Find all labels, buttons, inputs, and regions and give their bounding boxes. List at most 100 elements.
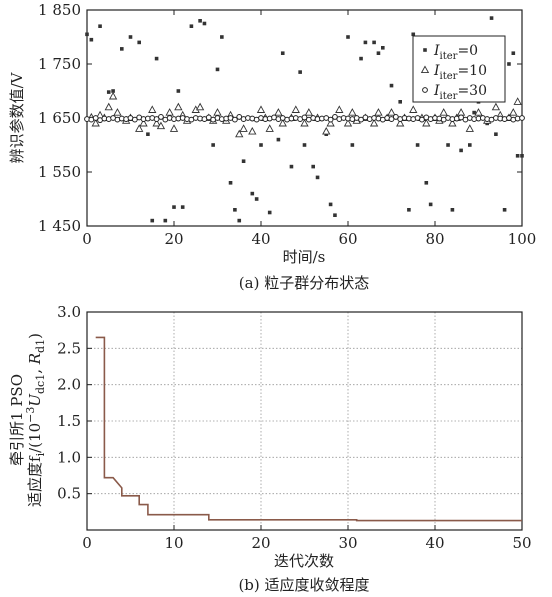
y-axis-b: 3.0 2.5 2.0 1.5 1.0 0.5 — [57, 303, 92, 503]
iter10-point — [91, 118, 100, 127]
legend-marker-triangle — [420, 65, 430, 74]
iter10-point — [248, 126, 257, 135]
iter30-point — [392, 114, 399, 120]
x-tick-label-a: 20 — [164, 230, 183, 248]
iter0-point — [215, 67, 220, 72]
x-axis-b: 0 10 20 30 40 50 — [82, 525, 532, 552]
iter30-point — [332, 114, 338, 120]
y-tick-label-b: 0.5 — [57, 485, 81, 503]
iter0-point — [228, 181, 233, 185]
x-tick-label-b: 20 — [251, 534, 270, 552]
iter30-point — [205, 114, 212, 121]
iter10-point — [439, 108, 448, 116]
iter0-point — [489, 16, 494, 20]
ylabel-b-fsub: i — [34, 452, 47, 456]
iter0-point — [468, 143, 472, 147]
iter0-point — [241, 159, 246, 163]
iter10-point — [474, 108, 483, 116]
iter0-point — [85, 32, 89, 37]
iter10-point — [113, 108, 122, 116]
iter0-point — [98, 24, 102, 28]
iter0-point — [150, 218, 155, 223]
y-tick-label-b: 2.0 — [57, 376, 81, 394]
iter0-point — [472, 110, 476, 115]
ylabel-b-unit-open: /(10 — [26, 423, 44, 453]
iter10-point — [369, 118, 379, 127]
iter0-point — [415, 143, 420, 147]
iter0-point — [363, 40, 368, 45]
iter10-point — [213, 108, 222, 116]
iter10-point — [174, 102, 183, 111]
iter10-point — [335, 105, 344, 113]
iter10-point — [422, 118, 431, 127]
x-tick-label-a: 0 — [82, 230, 92, 248]
caption-a: (a) 粒子群分布状态 — [239, 274, 369, 292]
y-axis-label-a: 辨识参数值/V — [8, 71, 26, 163]
iter0-point — [346, 35, 350, 39]
iter30-point — [153, 116, 160, 122]
iter0-point — [237, 218, 242, 223]
iter10-point — [152, 118, 161, 127]
iter0-point — [333, 213, 337, 217]
y-axis-label-b: 牵引所1 PSO — [8, 374, 26, 466]
legend-label: Iiter=10 — [433, 63, 487, 82]
iter10-point — [513, 97, 522, 105]
iter0-point — [446, 143, 450, 147]
iter10-point — [343, 118, 353, 127]
fitness-line — [95, 336, 522, 522]
iter0-point — [198, 19, 202, 23]
iter30-point — [327, 116, 334, 123]
iter0-point — [298, 70, 302, 74]
iter10-point — [456, 108, 466, 116]
iter10-point — [235, 129, 244, 138]
fitness-convergence-chart: 3.0 2.5 2.0 1.5 1.0 0.5 0 10 20 30 40 50 迭代次数 牵引所1… — [8, 303, 532, 594]
x-tick-label-b: 0 — [82, 534, 92, 552]
iter0-point — [289, 164, 294, 169]
iter0-point — [254, 197, 259, 201]
iter0-point — [376, 51, 381, 55]
y-tick-label-b: 1.5 — [57, 412, 81, 430]
iter10-point — [387, 108, 396, 116]
iter0-point — [381, 46, 385, 50]
iter10-point — [139, 118, 148, 127]
iter0-point — [398, 100, 402, 104]
iter10-point — [509, 108, 518, 116]
iter0-point — [202, 21, 207, 26]
y-axis-a: 1 850 1 750 1 650 1 550 1 450 — [38, 1, 522, 235]
iter10-point — [491, 102, 501, 111]
y-tick-label-b: 1.0 — [57, 448, 81, 466]
iter0-point — [280, 51, 285, 55]
ylabel-b-sep: , — [26, 364, 44, 374]
y-tick-label-a: 1 450 — [38, 217, 81, 235]
iter10-point — [374, 108, 383, 116]
ylabel-b-exp: −3 — [24, 407, 37, 423]
y-tick-label-b: 3.0 — [57, 303, 81, 321]
iter10-point — [156, 121, 166, 130]
iter0-point — [211, 143, 215, 147]
y-axis-label-b-line2: 适应度fi/(10−3Udc1, Rd1) — [24, 333, 47, 507]
iter10-point — [278, 118, 287, 127]
iter30-point — [519, 115, 525, 121]
iter10-point — [239, 124, 248, 132]
x-tick-label-a: 80 — [425, 230, 444, 248]
iter0-point — [372, 40, 376, 45]
legend-label: Iiter=0 — [433, 43, 478, 62]
iter0-point — [511, 51, 516, 55]
y-axis-label-b2: 适应度fi/(10−3Udc1, Rd1) — [24, 333, 47, 507]
x-axis-label-a: 时间/s — [283, 248, 326, 266]
iter0-point — [502, 208, 507, 212]
iter0-point — [128, 35, 133, 39]
x-tick-label-b: 10 — [164, 534, 183, 552]
iter10-point — [348, 108, 357, 116]
iter0-point — [507, 62, 511, 66]
y-tick-label-a: 1 750 — [38, 55, 81, 73]
iter30-point — [458, 114, 465, 121]
iter30-point — [236, 114, 243, 120]
iter10-point — [274, 108, 283, 116]
x-tick-label-b: 50 — [512, 534, 531, 552]
iter0-point — [407, 208, 411, 212]
iter10-point — [300, 118, 309, 127]
x-axis-a: 0 20 40 60 80 100 — [82, 10, 536, 248]
iter0-point — [424, 181, 429, 185]
iter10-point — [448, 118, 457, 127]
